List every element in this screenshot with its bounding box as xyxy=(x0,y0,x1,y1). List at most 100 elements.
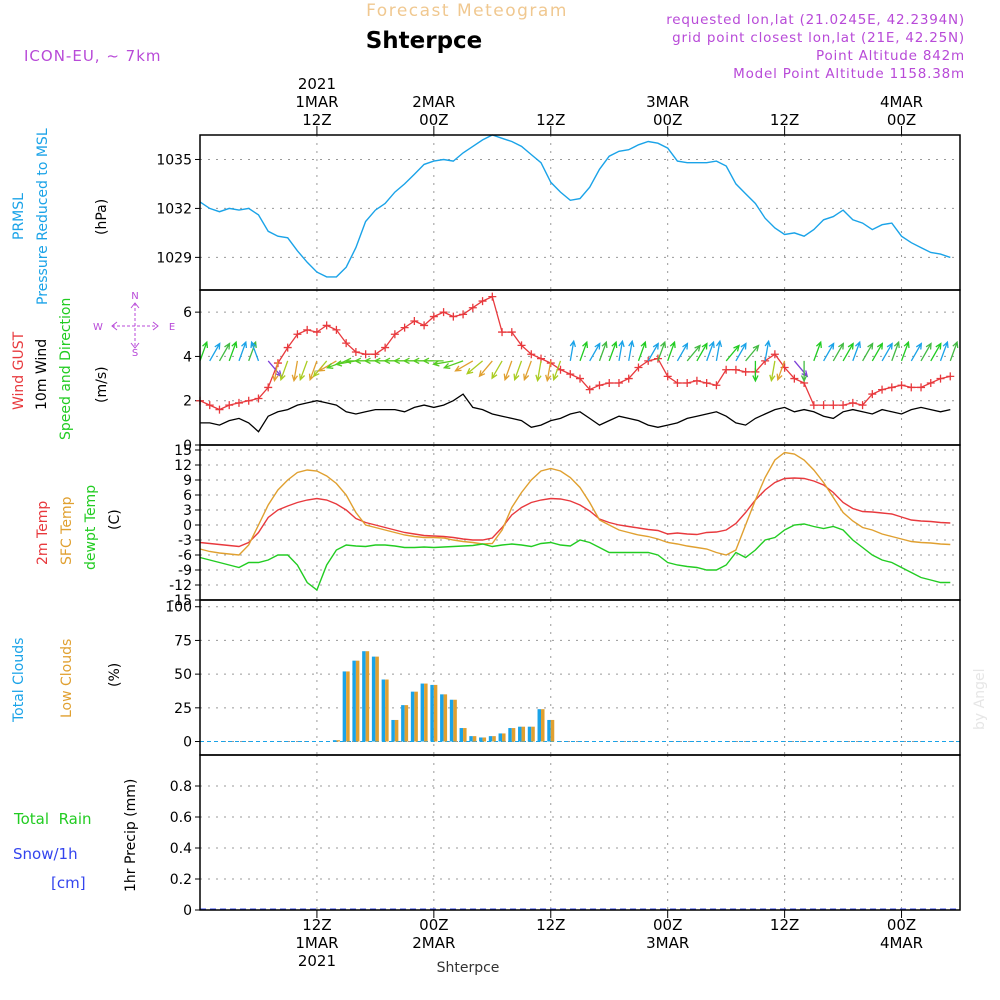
time-label-top: 2MAR xyxy=(412,93,455,111)
hpa-unit: (hPa) xyxy=(94,199,110,235)
y-tick-label: 0.8 xyxy=(170,779,192,795)
y-tick-label: -12 xyxy=(169,578,192,594)
wind-direction-arrow xyxy=(491,360,503,380)
wind-gust-marker xyxy=(351,348,360,356)
wind-gust-marker xyxy=(702,379,711,387)
low-cloud-bar xyxy=(482,737,487,742)
wind-gust-marker xyxy=(614,379,623,387)
y-tick-label: -15 xyxy=(169,593,192,609)
low-cloud-bar xyxy=(492,736,496,742)
wind-direction-arrow xyxy=(686,344,701,362)
y-tick-label: 1032 xyxy=(156,201,192,217)
wind-direction-arrow xyxy=(299,360,308,382)
wind-direction-arrow xyxy=(432,360,454,367)
wind-gust-marker xyxy=(829,401,838,410)
dewpt-temp-label: dewpt Temp xyxy=(83,485,99,570)
time-label-top: 00Z xyxy=(887,111,916,129)
total-cloud-bar xyxy=(362,651,366,742)
total-cloud-bar xyxy=(420,683,425,742)
y-tick-label: 3 xyxy=(183,503,192,519)
y-tick-label: 0.4 xyxy=(170,841,192,857)
temp-2m-line xyxy=(199,477,951,548)
wind-speed-dir-label: Speed and Direction xyxy=(58,298,74,440)
wind-gust-marker xyxy=(653,354,662,363)
wind-gust-marker xyxy=(439,308,448,317)
wind-direction-arrow xyxy=(647,342,659,362)
total-cloud-bar xyxy=(518,726,522,742)
wind-direction-arrow xyxy=(657,340,667,362)
wind-gust-marker xyxy=(819,401,828,410)
sfc-temp-label: SFC Temp xyxy=(59,496,75,565)
wind-gust-marker xyxy=(897,381,906,390)
wind-gust-marker xyxy=(926,379,935,387)
wind-direction-arrow xyxy=(250,340,260,362)
wind-direction-arrow xyxy=(793,360,809,378)
total-cloud-bar xyxy=(469,736,473,742)
time-label-top: 12Z xyxy=(770,111,799,129)
total-cloud-bar xyxy=(430,684,434,742)
y-tick-label: -3 xyxy=(178,533,192,549)
wind-gust-marker xyxy=(420,321,429,330)
wind-direction-arrow xyxy=(769,360,776,383)
low-cloud-bar xyxy=(541,709,545,742)
y-tick-label: -6 xyxy=(178,548,192,564)
wind-gust-marker xyxy=(887,383,896,392)
y-tick-label: 12 xyxy=(174,458,192,474)
wind-gust-marker xyxy=(468,303,477,312)
total-cloud-bar xyxy=(547,719,551,742)
y-tick-label: 0 xyxy=(183,438,192,454)
wind-direction-arrow xyxy=(920,342,932,362)
panel-frame xyxy=(199,754,961,911)
low-cloud-bar xyxy=(424,683,428,742)
time-label-top: 2021 xyxy=(298,75,336,93)
wind-gust-marker xyxy=(332,325,341,334)
wind-direction-arrow xyxy=(454,360,474,372)
cm-label: [cm] xyxy=(51,874,86,892)
point-altitude: Point Altitude 842m xyxy=(816,48,965,64)
precip-unit: 1hr Precip (mm) xyxy=(123,779,139,892)
wind-direction-arrow xyxy=(317,360,337,372)
compass-s: S xyxy=(132,348,138,359)
y-tick-label: -9 xyxy=(178,563,192,579)
wind-direction-arrow xyxy=(776,360,786,382)
wind-gust-marker xyxy=(858,401,867,410)
wind-direction-arrow xyxy=(696,342,708,362)
wind-direction-arrow xyxy=(910,342,923,362)
wind-direction-arrow xyxy=(900,340,910,362)
wind-direction-arrow xyxy=(852,340,861,362)
wind-10m-line xyxy=(200,393,951,433)
wind-direction-arrow xyxy=(272,360,279,383)
wind-direction-arrow xyxy=(535,360,542,383)
compass-e: E xyxy=(169,322,175,333)
low-cloud-bar xyxy=(375,656,379,742)
wind-gust-marker xyxy=(478,297,487,306)
wind-direction-arrow xyxy=(503,360,513,382)
wind-gust-marker xyxy=(663,372,672,381)
wind-gust-marker xyxy=(225,401,234,410)
time-label-bottom: 00Z xyxy=(653,916,682,934)
wind-direction-arrow xyxy=(589,342,601,362)
wind-gust-marker xyxy=(741,367,750,376)
wind-gust-marker xyxy=(390,330,399,339)
wind-direction-arrow xyxy=(676,342,689,362)
wind-direction-arrow xyxy=(706,340,715,362)
wind-direction-arrow xyxy=(735,342,747,362)
wind-direction-arrow xyxy=(279,360,289,382)
total-cloud-bar xyxy=(527,726,532,742)
wind-gust-marker xyxy=(878,385,887,394)
temp-2m-label: 2m Temp xyxy=(35,501,51,565)
total-cloud-bar xyxy=(488,736,493,742)
total-rain-label: Total Rain xyxy=(13,810,92,828)
total-cloud-bar xyxy=(498,733,503,742)
low-cloud-bar xyxy=(365,651,370,742)
wind-direction-arrow xyxy=(891,340,900,362)
wind-direction-arrow xyxy=(715,339,723,362)
wind-gust-marker xyxy=(488,292,497,301)
requested-coords: requested lon,lat (21.0245E, 42.2394N) xyxy=(666,12,965,28)
wind-direction-arrow xyxy=(238,340,248,362)
low-cloud-bar xyxy=(355,660,360,742)
wind-gust-marker xyxy=(683,379,692,387)
wind-10m-label: 10m Wind xyxy=(34,339,50,410)
celsius-unit: (C) xyxy=(107,509,123,530)
time-label-bottom: 12Z xyxy=(302,916,331,934)
